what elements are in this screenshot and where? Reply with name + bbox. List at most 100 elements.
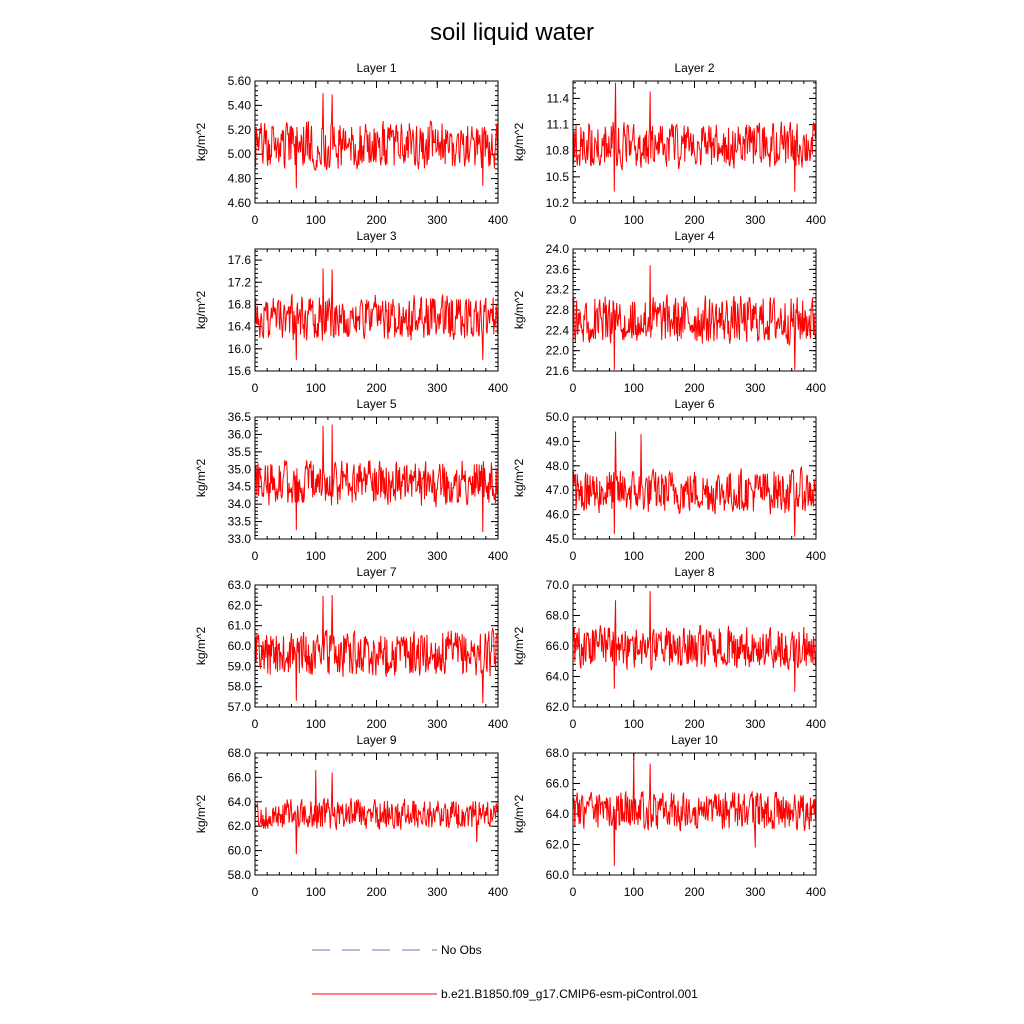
plot-frame <box>572 416 817 540</box>
series-line <box>254 93 498 189</box>
x-tick-label: 100 <box>306 213 326 227</box>
y-tick-label: 10.2 <box>546 196 570 210</box>
y-tick-label: 57.0 <box>228 700 252 714</box>
y-tick-label: 10.8 <box>546 144 570 158</box>
panel-layer-1: Layer 1 kg/m^2 4.60 4.80 5.00 5.20 5.40 5.60 0 10… <box>194 61 508 227</box>
y-tick-label: 46.0 <box>546 508 570 522</box>
x-tick-label: 0 <box>252 885 259 899</box>
series-line <box>572 431 816 537</box>
legend: No Obs b.e21.B1850.f09_g17.CMIP6-esm-piC… <box>312 943 698 1001</box>
panel-title: Layer 3 <box>356 229 396 243</box>
y-tick-label: 70.0 <box>546 578 570 592</box>
y-axis-label: kg/m^2 <box>194 123 208 162</box>
x-tick-label: 300 <box>427 213 447 227</box>
figure-title: soil liquid water <box>430 19 594 46</box>
x-tick-label: 200 <box>366 549 386 563</box>
x-tick-label: 400 <box>806 381 826 395</box>
y-tick-label: 62.0 <box>228 598 252 612</box>
y-tick-label: 63.0 <box>228 578 252 592</box>
series-line <box>572 82 816 192</box>
panel-title: Layer 8 <box>674 565 714 579</box>
y-tick-label: 68.0 <box>546 609 570 623</box>
y-tick-label: 49.0 <box>546 434 570 448</box>
y-tick-label: 16.0 <box>228 342 252 356</box>
series-line <box>254 595 498 703</box>
x-tick-label: 300 <box>745 549 765 563</box>
y-tick-label: 66.0 <box>546 777 570 791</box>
panel-title: Layer 6 <box>674 397 714 411</box>
series-line <box>572 756 816 866</box>
panel-title: Layer 1 <box>356 61 396 75</box>
x-tick-label: 300 <box>427 381 447 395</box>
x-tick-label: 100 <box>624 549 644 563</box>
panels-grid: Layer 1kg/m^24.604.805.005.205.405.600 10… <box>194 61 826 899</box>
y-tick-label: 34.5 <box>228 480 252 494</box>
x-tick-label: 300 <box>745 213 765 227</box>
x-tick-label: 400 <box>488 213 508 227</box>
y-tick-label: 23.2 <box>546 283 570 297</box>
y-tick-label: 58.0 <box>228 868 252 882</box>
plot-frame <box>572 584 817 708</box>
x-tick-label: 0 <box>252 381 259 395</box>
x-tick-label: 200 <box>366 381 386 395</box>
y-tick-label: 48.0 <box>546 459 570 473</box>
panel-layer-5: Layer 5 kg/m^2 33.0 33.5 34.0 34.5 35.0 35.5 36.… <box>194 397 508 563</box>
x-tick-label: 400 <box>806 717 826 731</box>
series-line <box>254 770 498 855</box>
panel-title: Layer 4 <box>674 229 714 243</box>
plot-frame <box>572 248 817 372</box>
x-tick-label: 100 <box>306 885 326 899</box>
y-tick-label: 35.5 <box>228 445 252 459</box>
y-tick-label: 68.0 <box>546 746 570 760</box>
legend-model-label: b.e21.B1850.f09_g17.CMIP6-esm-piControl.… <box>441 987 698 1001</box>
x-tick-label: 300 <box>427 885 447 899</box>
x-tick-label: 100 <box>624 213 644 227</box>
y-tick-label: 50.0 <box>546 410 570 424</box>
y-tick-label: 66.0 <box>228 770 252 784</box>
y-axis-label: kg/m^2 <box>512 627 526 666</box>
y-tick-label: 22.4 <box>546 323 570 337</box>
x-tick-label: 100 <box>624 717 644 731</box>
x-tick-label: 300 <box>745 885 765 899</box>
x-tick-label: 200 <box>684 885 704 899</box>
panel-layer-8: Layer 8 kg/m^2 62.0 64.0 66.0 68.0 70.0 0 100 200… <box>512 565 826 731</box>
y-tick-label: 16.8 <box>228 297 252 311</box>
y-tick-label: 62.0 <box>546 838 570 852</box>
y-tick-label: 5.20 <box>228 123 252 137</box>
series-line <box>254 424 498 533</box>
x-tick-label: 0 <box>570 717 577 731</box>
y-tick-label: 35.0 <box>228 462 252 476</box>
panel-layer-9: Layer 9 kg/m^2 58.0 60.0 62.0 64.0 66.0 68.0 0 10… <box>194 733 508 899</box>
x-tick-label: 200 <box>366 717 386 731</box>
x-tick-label: 0 <box>570 381 577 395</box>
series-line <box>254 268 498 360</box>
x-tick-label: 100 <box>624 381 644 395</box>
x-tick-label: 0 <box>252 549 259 563</box>
y-tick-label: 47.0 <box>546 483 570 497</box>
y-tick-label: 22.0 <box>546 344 570 358</box>
panel-title: Layer 10 <box>671 733 718 747</box>
y-tick-label: 60.0 <box>228 639 252 653</box>
panel-title: Layer 7 <box>356 565 396 579</box>
y-tick-label: 45.0 <box>546 532 570 546</box>
x-tick-label: 300 <box>427 717 447 731</box>
y-tick-label: 60.0 <box>546 868 570 882</box>
x-tick-label: 200 <box>684 717 704 731</box>
x-tick-label: 100 <box>306 549 326 563</box>
x-tick-label: 300 <box>745 381 765 395</box>
y-tick-label: 4.60 <box>228 196 252 210</box>
y-axis-label: kg/m^2 <box>194 627 208 666</box>
x-tick-label: 400 <box>488 381 508 395</box>
legend-no-obs-label: No Obs <box>441 943 482 957</box>
panel-layer-2: Layer 2 kg/m^2 10.2 10.5 10.8 11.1 11.4 0 100 200… <box>512 61 826 227</box>
panel-layer-7: Layer 7 kg/m^2 57.0 58.0 59.0 60.0 61.0 62.0 63.… <box>194 565 508 731</box>
y-tick-label: 66.0 <box>546 639 570 653</box>
y-axis-label: kg/m^2 <box>512 291 526 330</box>
y-tick-label: 33.0 <box>228 532 252 546</box>
panel-layer-6: Layer 6 kg/m^2 45.0 46.0 47.0 48.0 49.0 50.0 0 10… <box>512 397 826 563</box>
y-tick-label: 34.0 <box>228 497 252 511</box>
y-tick-label: 23.6 <box>546 262 570 276</box>
plot-frame <box>254 752 499 876</box>
y-tick-label: 17.6 <box>228 253 252 267</box>
